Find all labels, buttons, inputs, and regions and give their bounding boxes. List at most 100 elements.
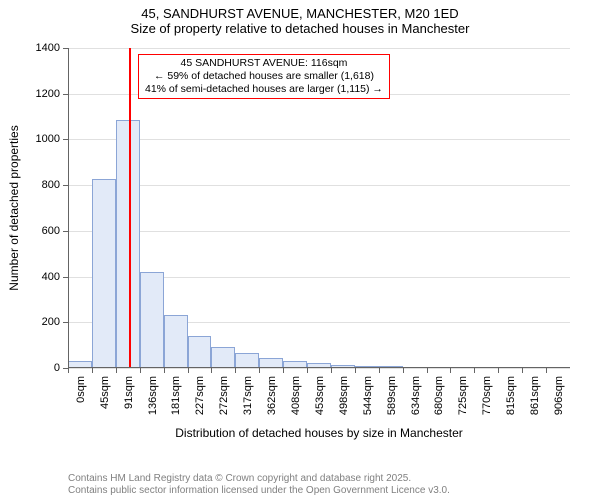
x-tick-label: 0sqm bbox=[75, 376, 87, 403]
x-tick-label-wrap: 498sqm bbox=[328, 376, 338, 386]
y-tick-label: 600 bbox=[0, 225, 60, 237]
y-tick-mark bbox=[63, 139, 68, 140]
x-tick-label-wrap: 589sqm bbox=[376, 376, 386, 386]
x-tick-mark bbox=[355, 368, 356, 373]
x-tick-label: 634sqm bbox=[410, 376, 422, 415]
histogram-bar bbox=[164, 315, 188, 368]
y-tick-mark bbox=[63, 277, 68, 278]
x-tick-label: 498sqm bbox=[338, 376, 350, 415]
x-tick-label: 589sqm bbox=[386, 376, 398, 415]
x-tick-mark bbox=[68, 368, 69, 373]
x-tick-label-wrap: 317sqm bbox=[232, 376, 242, 386]
x-tick-mark bbox=[307, 368, 308, 373]
plot-area: 45 SANDHURST AVENUE: 116sqm← 59% of deta… bbox=[68, 48, 570, 368]
x-tick-label-wrap: 770sqm bbox=[471, 376, 481, 386]
footer-credit-1: Contains HM Land Registry data © Crown c… bbox=[68, 473, 411, 484]
x-tick-mark bbox=[164, 368, 165, 373]
x-tick-mark bbox=[283, 368, 284, 373]
x-tick-label-wrap: 906sqm bbox=[543, 376, 553, 386]
x-tick-label-wrap: 680sqm bbox=[424, 376, 434, 386]
x-tick-mark bbox=[379, 368, 380, 373]
y-tick-mark bbox=[63, 185, 68, 186]
x-tick-mark bbox=[211, 368, 212, 373]
x-tick-label-wrap: 725sqm bbox=[447, 376, 457, 386]
x-tick-label-wrap: 453sqm bbox=[304, 376, 314, 386]
x-tick-label-wrap: 408sqm bbox=[280, 376, 290, 386]
chart-title-line2: Size of property relative to detached ho… bbox=[0, 21, 600, 36]
x-tick-label: 544sqm bbox=[362, 376, 374, 415]
x-tick-label: 91sqm bbox=[123, 376, 135, 409]
x-tick-label: 906sqm bbox=[553, 376, 565, 415]
y-tick-label: 800 bbox=[0, 179, 60, 191]
x-tick-label: 227sqm bbox=[195, 376, 207, 415]
x-tick-label: 815sqm bbox=[505, 376, 517, 415]
x-tick-label-wrap: 181sqm bbox=[161, 376, 171, 386]
chart-title-line1: 45, SANDHURST AVENUE, MANCHESTER, M20 1E… bbox=[0, 6, 600, 21]
x-tick-label: 453sqm bbox=[314, 376, 326, 415]
gridline bbox=[68, 139, 570, 140]
x-tick-label: 181sqm bbox=[171, 376, 183, 415]
annotation-box: 45 SANDHURST AVENUE: 116sqm← 59% of deta… bbox=[138, 54, 390, 99]
x-tick-mark bbox=[259, 368, 260, 373]
x-axis-label: Distribution of detached houses by size … bbox=[68, 426, 570, 440]
histogram-bar bbox=[116, 120, 140, 368]
x-tick-mark bbox=[140, 368, 141, 373]
histogram-bar bbox=[188, 336, 212, 368]
x-tick-label-wrap: 45sqm bbox=[89, 376, 99, 386]
x-tick-label: 317sqm bbox=[242, 376, 254, 415]
x-tick-label: 725sqm bbox=[457, 376, 469, 415]
x-tick-mark bbox=[427, 368, 428, 373]
y-tick-mark bbox=[63, 231, 68, 232]
x-tick-label-wrap: 0sqm bbox=[65, 376, 75, 386]
gridline bbox=[68, 185, 570, 186]
x-tick-mark bbox=[235, 368, 236, 373]
x-tick-mark bbox=[403, 368, 404, 373]
x-tick-label: 680sqm bbox=[434, 376, 446, 415]
x-tick-label-wrap: 544sqm bbox=[352, 376, 362, 386]
y-tick-mark bbox=[63, 94, 68, 95]
x-tick-label: 861sqm bbox=[529, 376, 541, 415]
x-tick-label: 408sqm bbox=[290, 376, 302, 415]
x-tick-label-wrap: 136sqm bbox=[137, 376, 147, 386]
x-tick-mark bbox=[498, 368, 499, 373]
x-tick-label: 272sqm bbox=[218, 376, 230, 415]
y-tick-label: 400 bbox=[0, 271, 60, 283]
histogram-bar bbox=[211, 347, 235, 368]
annotation-line: 45 SANDHURST AVENUE: 116sqm bbox=[145, 57, 383, 70]
y-axis bbox=[68, 48, 69, 368]
y-tick-label: 0 bbox=[0, 362, 60, 374]
gridline bbox=[68, 368, 570, 369]
x-tick-label: 45sqm bbox=[99, 376, 111, 409]
x-tick-mark bbox=[474, 368, 475, 373]
y-tick-mark bbox=[63, 48, 68, 49]
x-tick-label: 362sqm bbox=[266, 376, 278, 415]
x-tick-label-wrap: 815sqm bbox=[495, 376, 505, 386]
gridline bbox=[68, 231, 570, 232]
marker-line bbox=[129, 48, 131, 368]
x-tick-mark bbox=[188, 368, 189, 373]
x-tick-mark bbox=[116, 368, 117, 373]
x-tick-mark bbox=[522, 368, 523, 373]
x-tick-label-wrap: 634sqm bbox=[400, 376, 410, 386]
x-tick-mark bbox=[92, 368, 93, 373]
footer-credit-2: Contains public sector information licen… bbox=[68, 485, 450, 496]
x-tick-label-wrap: 91sqm bbox=[113, 376, 123, 386]
x-tick-mark bbox=[546, 368, 547, 373]
histogram-bar bbox=[235, 353, 259, 368]
x-tick-label: 770sqm bbox=[481, 376, 493, 415]
x-tick-mark bbox=[450, 368, 451, 373]
histogram-bar bbox=[140, 272, 164, 368]
y-tick-label: 1200 bbox=[0, 88, 60, 100]
annotation-line: 41% of semi-detached houses are larger (… bbox=[145, 83, 383, 96]
y-tick-mark bbox=[63, 322, 68, 323]
x-tick-label-wrap: 362sqm bbox=[256, 376, 266, 386]
gridline bbox=[68, 48, 570, 49]
y-tick-label: 1400 bbox=[0, 42, 60, 54]
chart-container: 45, SANDHURST AVENUE, MANCHESTER, M20 1E… bbox=[0, 6, 600, 40]
x-tick-label-wrap: 227sqm bbox=[185, 376, 195, 386]
x-tick-label-wrap: 272sqm bbox=[208, 376, 218, 386]
x-tick-mark bbox=[331, 368, 332, 373]
y-tick-label: 1000 bbox=[0, 133, 60, 145]
histogram-bar bbox=[92, 179, 116, 368]
x-tick-label-wrap: 861sqm bbox=[519, 376, 529, 386]
